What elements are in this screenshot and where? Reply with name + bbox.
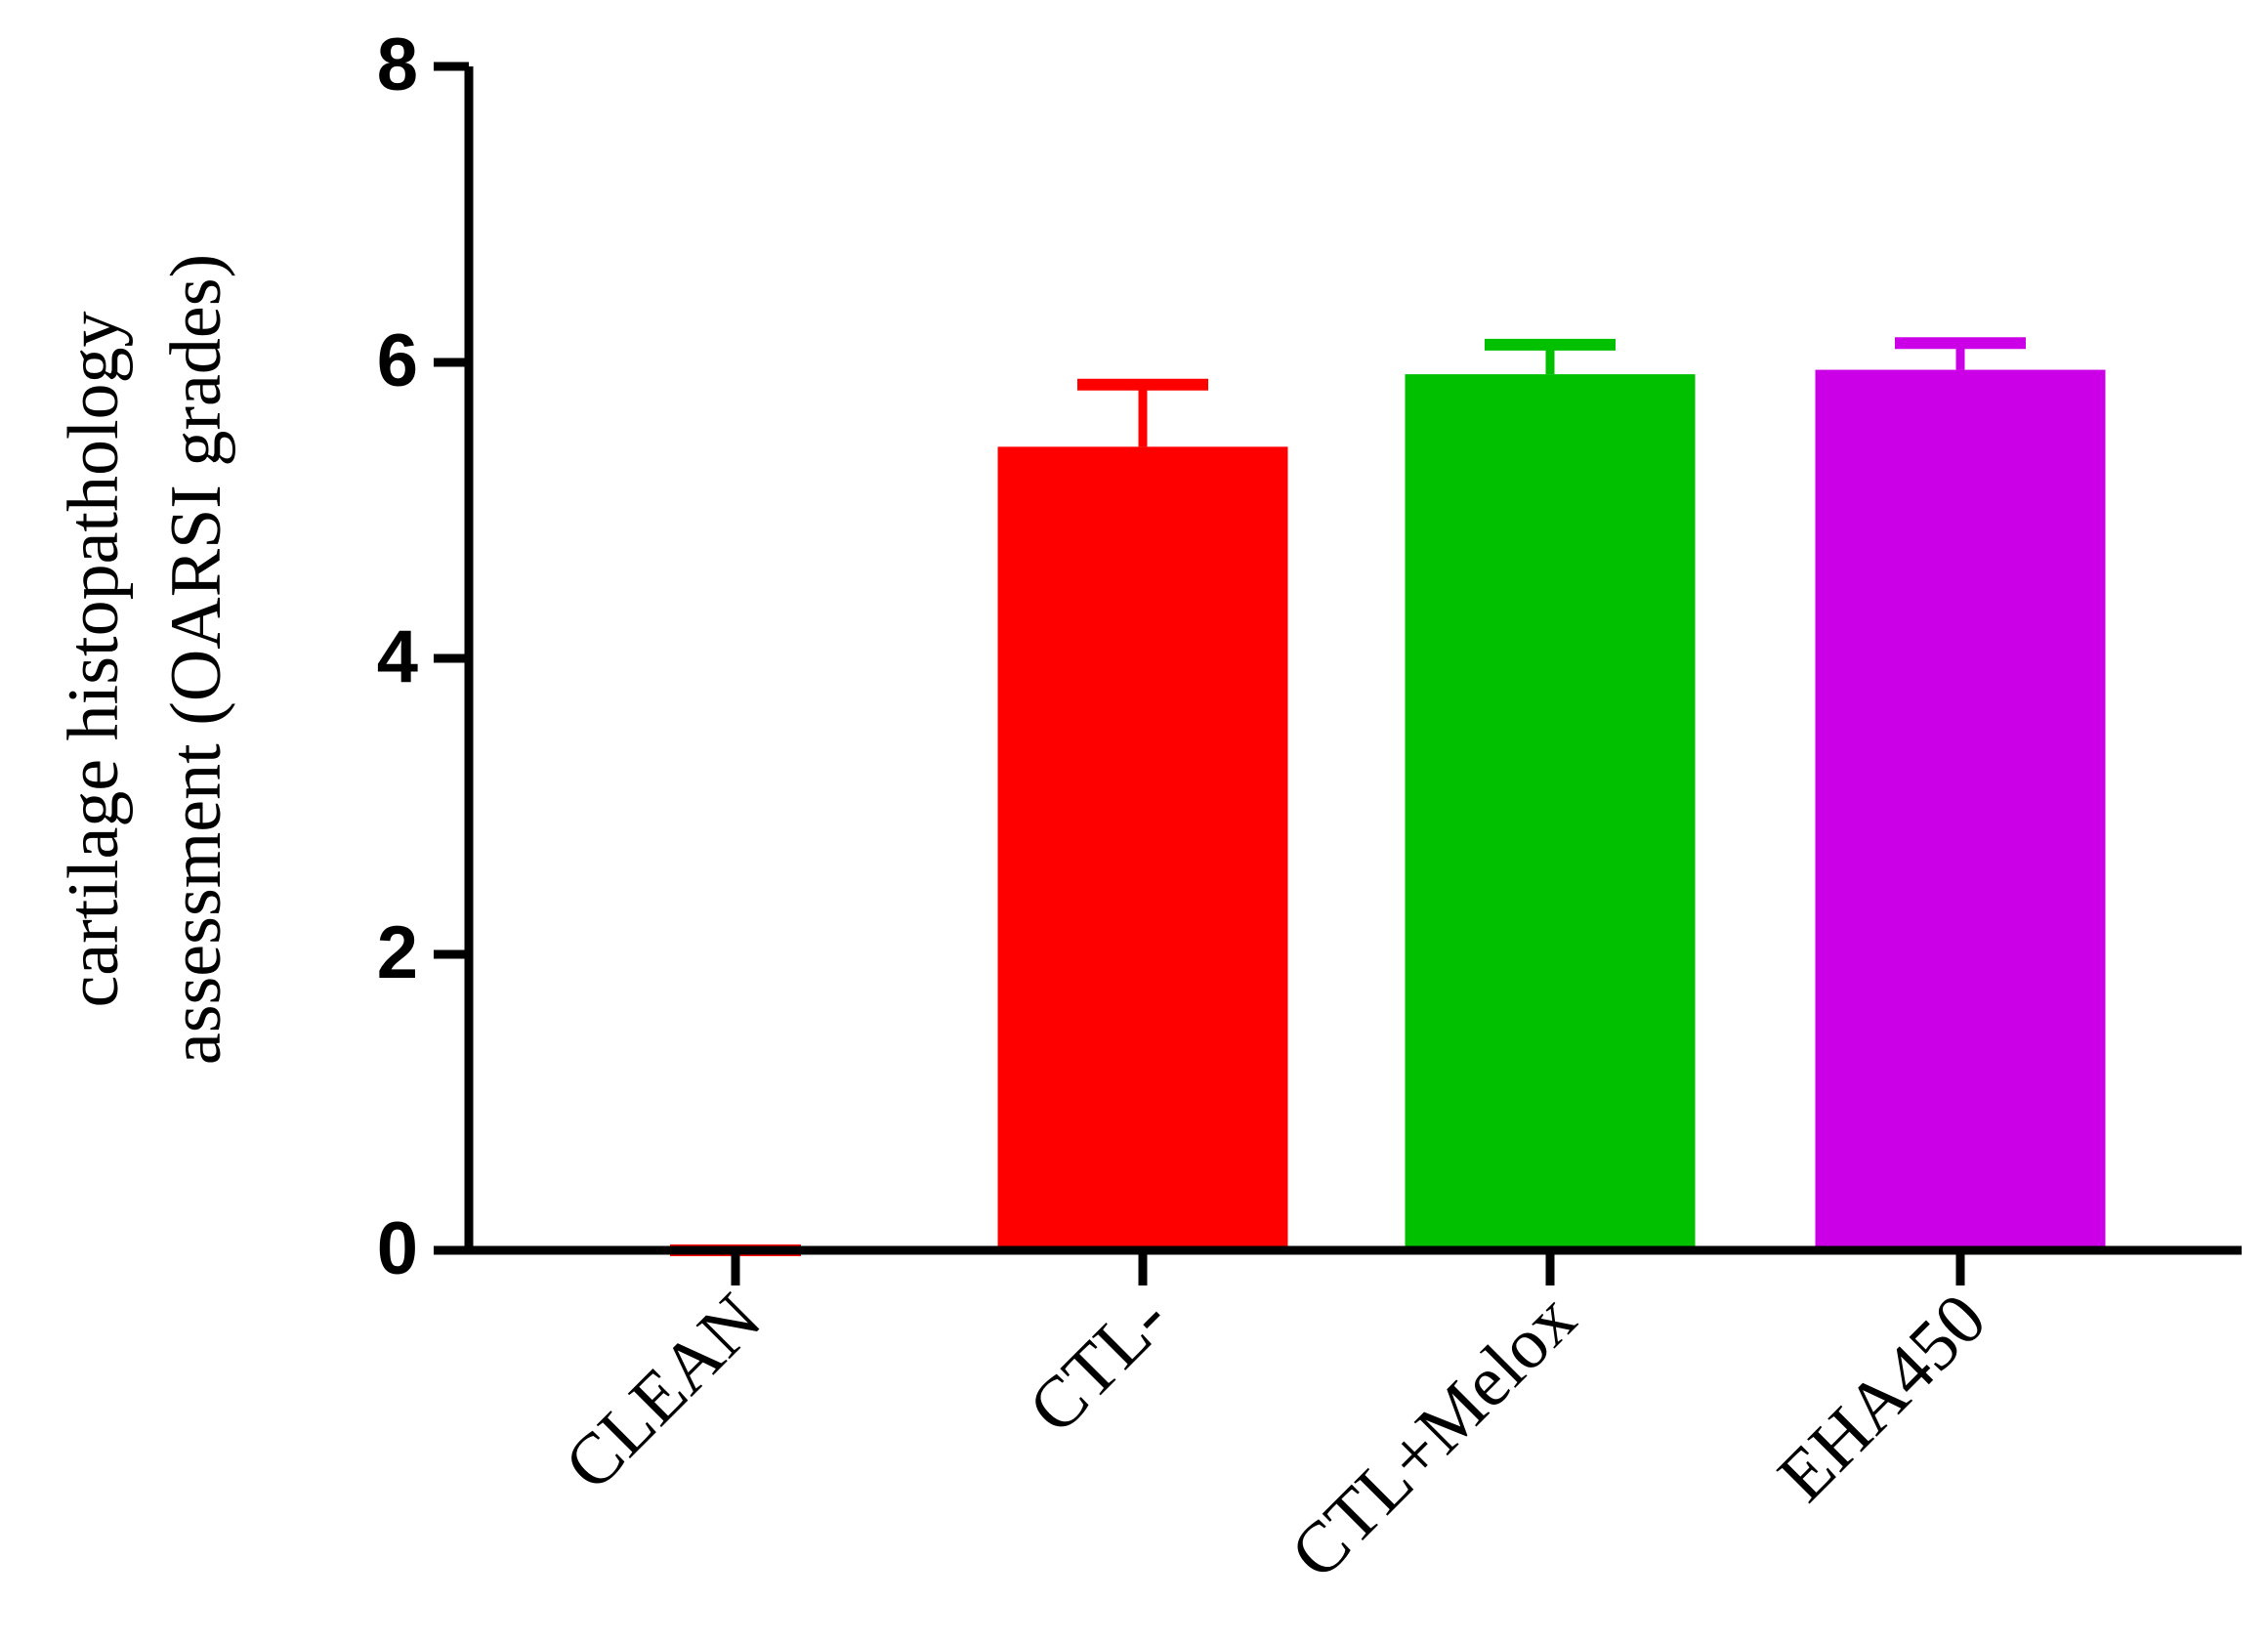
y-tick-label: 0: [377, 1207, 418, 1290]
y-tick-label: 4: [377, 615, 418, 698]
y-tick-label: 6: [377, 319, 418, 402]
y-axis-title: cartilage histopathology assessment (OAR…: [54, 254, 236, 1065]
bar: [997, 446, 1288, 1251]
bar: [1405, 374, 1696, 1250]
x-tick-label: EHA450: [1763, 1279, 2001, 1517]
y-tick-label: 8: [377, 23, 418, 106]
y-tick-label: 2: [377, 911, 418, 994]
x-tick-label: CLEAN: [550, 1279, 777, 1505]
x-tick-label: CTL-: [1014, 1279, 1184, 1449]
y-axis-title-line: cartilage histopathology: [54, 311, 134, 1007]
y-axis-title-line: assessment (OARSI grades): [156, 254, 236, 1065]
bar: [1815, 369, 2106, 1250]
x-tick-label: CTL+Melox: [1276, 1279, 1591, 1594]
